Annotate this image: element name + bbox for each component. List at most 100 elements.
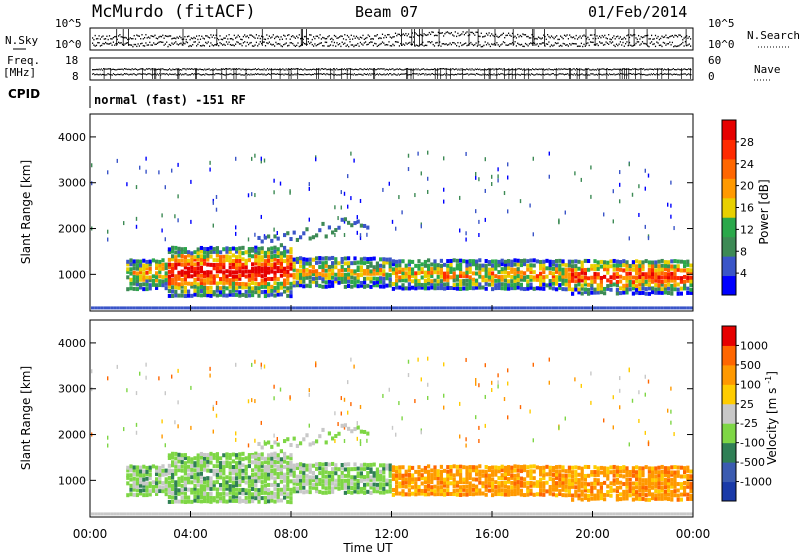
power-ground-echo (609, 306, 613, 310)
nave-sample (621, 73, 623, 75)
search-sample (236, 41, 238, 43)
nave-sample (557, 74, 559, 76)
nave-sample (326, 73, 328, 75)
power-echo (363, 223, 367, 228)
velocity-echo (340, 474, 344, 479)
power-echo (638, 271, 642, 276)
power-echo (279, 273, 283, 278)
power-echo (209, 245, 213, 250)
velocity-echo (283, 465, 287, 470)
velocity-echo (375, 486, 379, 491)
power-echo (532, 258, 536, 263)
power-echo (542, 267, 546, 272)
freq-sample (415, 68, 417, 70)
power-echo (532, 286, 536, 291)
nave-sample (585, 73, 587, 75)
power-echo (567, 263, 571, 268)
freq-sample (233, 68, 235, 70)
velocity-echo (235, 362, 237, 367)
velocity-echo (337, 422, 339, 427)
velocity-echo (203, 499, 207, 504)
velocity-echo (225, 455, 229, 460)
power-echo (308, 284, 312, 289)
velocity-echo (107, 376, 109, 381)
power-echo (363, 271, 367, 276)
nave-sample (150, 73, 152, 75)
power-echo (676, 291, 680, 296)
velocity-echo (132, 468, 136, 473)
velocity-echo (190, 487, 194, 492)
search-sample (618, 43, 620, 45)
nave-sample (296, 73, 298, 75)
freq-sample (539, 68, 541, 70)
power-echo (209, 277, 213, 282)
nave-sample (492, 74, 494, 76)
freq-sample (470, 69, 472, 71)
freq-sample (646, 68, 648, 70)
power-echo (641, 286, 645, 291)
search-sample (372, 44, 374, 47)
power-echo (446, 286, 450, 291)
power-echo (545, 274, 549, 279)
power-echo (398, 259, 402, 264)
velocity-echo (292, 489, 296, 494)
velocity-echo (270, 460, 274, 465)
freq-sample (92, 69, 94, 71)
power-echo (174, 277, 178, 282)
velocity-echo (286, 467, 290, 472)
freq-sample (121, 68, 123, 70)
power-echo (455, 282, 459, 287)
search-sample (241, 44, 243, 47)
power-echo (532, 270, 536, 275)
freq-sample (617, 68, 619, 70)
nave-sample (502, 73, 504, 75)
power-echo (267, 289, 271, 294)
noise-sample (92, 37, 94, 39)
velocity-echo (215, 455, 219, 460)
freq-sample (479, 68, 481, 70)
noise-sample (359, 36, 361, 39)
freq-sample (595, 69, 597, 71)
power-echo (455, 266, 459, 271)
power-echo (273, 227, 275, 232)
search-sample (315, 44, 317, 47)
velocity-echo (206, 453, 210, 458)
velocity-echo (315, 486, 319, 491)
power-echo (564, 278, 568, 283)
power-echo (631, 280, 635, 285)
power-echo (129, 267, 133, 272)
freq-sample (197, 69, 199, 71)
freq-sample (392, 68, 394, 70)
power-echo (660, 267, 664, 272)
power-echo (574, 171, 576, 176)
search-sample (376, 45, 378, 48)
power-echo (219, 255, 223, 260)
power-echo (327, 256, 331, 261)
velocity-echo (180, 495, 184, 500)
search-sample (246, 41, 248, 44)
velocity-echo (177, 464, 181, 469)
velocity-echo (251, 468, 255, 473)
noise-sample (613, 35, 615, 37)
velocity-ground-echo (327, 512, 331, 516)
power-ground-echo (577, 306, 581, 310)
freq-sample (511, 68, 513, 70)
power-echo (379, 284, 383, 289)
power-echo (225, 286, 229, 291)
power-echo (155, 278, 159, 283)
nave-sample (433, 73, 435, 76)
power-echo (289, 294, 293, 299)
nave-sample (671, 74, 673, 76)
search-sample (363, 42, 365, 44)
search-sample (450, 43, 452, 46)
power-echo (388, 279, 392, 284)
velocity-echo (260, 362, 262, 367)
noise-sample (332, 38, 334, 41)
power-echo (420, 171, 422, 176)
freq-sample (342, 68, 344, 71)
power-echo (555, 269, 559, 274)
power-echo (567, 267, 571, 272)
velocity-echo (302, 485, 306, 490)
power-ground-echo (369, 306, 373, 310)
power-echo (542, 270, 546, 275)
